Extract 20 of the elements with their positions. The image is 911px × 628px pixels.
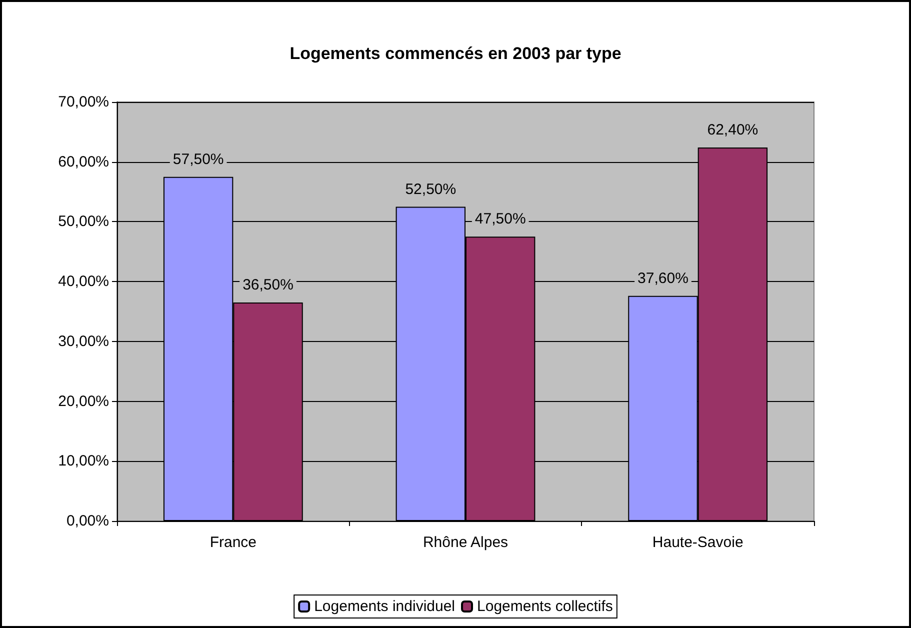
y-tick-label: 30,00% bbox=[58, 332, 109, 350]
x-tick-label: France bbox=[210, 534, 257, 551]
data-label: 52,50% bbox=[405, 180, 456, 198]
y-tick-label: 70,00% bbox=[58, 94, 109, 110]
x-tick-label: Haute-Savoie bbox=[652, 534, 744, 551]
legend-label: Logements individuel bbox=[314, 598, 456, 615]
y-tick-label: 20,00% bbox=[58, 392, 109, 410]
data-label: 36,50% bbox=[242, 276, 294, 294]
data-label: 62,40% bbox=[707, 121, 758, 138]
y-tick-label: 60,00% bbox=[58, 153, 109, 170]
x-tick-label: Rhône Alpes bbox=[422, 534, 508, 551]
data-label: 47,50% bbox=[474, 210, 526, 228]
data-label: 37,60% bbox=[638, 270, 688, 287]
y-tick-label: 50,00% bbox=[58, 213, 109, 230]
chart-title: Logements commencés en 2003 par type bbox=[290, 44, 622, 63]
data-label: 57,50% bbox=[172, 150, 224, 168]
y-tick-label: 40,00% bbox=[58, 273, 109, 290]
legend-label: Logements collectifs bbox=[477, 598, 613, 615]
y-tick-label: 10,00% bbox=[58, 452, 109, 470]
y-tick-label: 0,00% bbox=[66, 512, 109, 530]
